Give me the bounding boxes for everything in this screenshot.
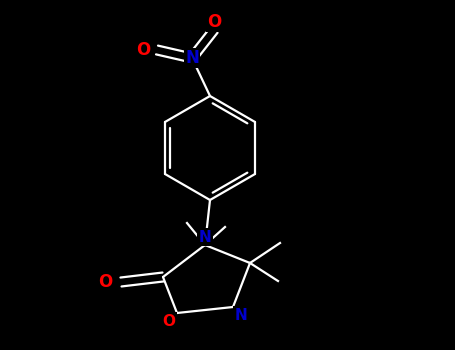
Text: N: N [235,308,248,322]
Text: N: N [185,49,199,67]
Text: O: O [98,273,112,291]
Text: O: O [162,314,176,329]
Text: O: O [207,13,221,31]
Text: O: O [136,41,150,59]
Text: N: N [199,230,212,245]
